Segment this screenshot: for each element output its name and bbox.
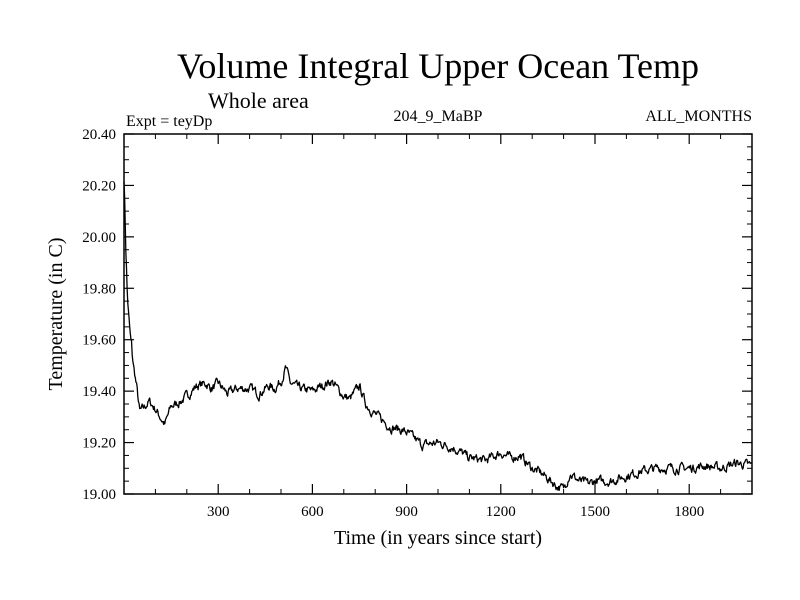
- x-tick-label: 1800: [674, 504, 704, 520]
- y-tick-label: 19.00: [82, 487, 116, 503]
- x-tick-label: 900: [395, 504, 418, 520]
- run-id-label: 204_9_MaBP: [394, 108, 483, 125]
- y-tick-label: 20.20: [82, 178, 116, 194]
- experiment-label: Expt = teyDp: [126, 113, 212, 130]
- y-axis-label: Temperature (in C): [45, 238, 67, 391]
- x-tick-label: 1500: [580, 504, 610, 520]
- x-tick-label: 1200: [486, 504, 516, 520]
- x-axis-label: Time (in years since start): [334, 527, 542, 549]
- chart-subtitle: Whole area: [208, 88, 309, 113]
- x-tick-label: 600: [301, 504, 324, 520]
- y-tick-label: 20.00: [82, 230, 116, 246]
- y-tick-label: 19.40: [82, 384, 116, 400]
- y-tick-label: 19.60: [82, 333, 116, 349]
- y-tick-label: 19.20: [82, 436, 116, 452]
- series-line-teyDp: [123, 181, 753, 491]
- months-label: ALL_MONTHS: [645, 108, 752, 125]
- y-tick-label: 20.40: [82, 127, 116, 143]
- x-tick-label: 300: [207, 504, 230, 520]
- chart-title: Volume Integral Upper Ocean Temp: [177, 46, 699, 86]
- y-tick-label: 19.80: [82, 281, 116, 297]
